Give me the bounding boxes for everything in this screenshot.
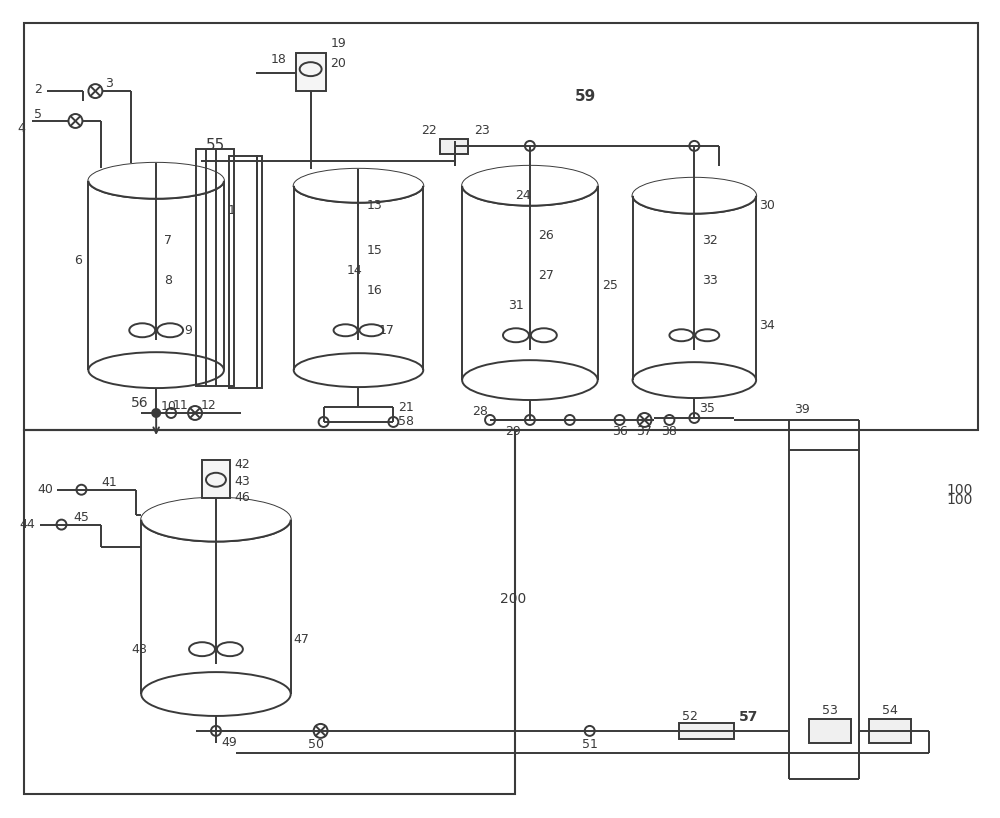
Text: 33: 33 <box>702 274 718 287</box>
Text: 3: 3 <box>105 77 113 90</box>
Bar <box>809 719 851 743</box>
Text: 2: 2 <box>34 83 42 96</box>
Bar <box>24 430 515 793</box>
Text: 22: 22 <box>421 124 437 137</box>
Text: 43: 43 <box>234 475 250 488</box>
Bar <box>24 24 978 430</box>
Text: 20: 20 <box>331 56 346 70</box>
Ellipse shape <box>141 497 291 542</box>
Text: 45: 45 <box>73 511 89 524</box>
Text: 5: 5 <box>34 107 42 120</box>
Bar <box>869 719 911 743</box>
Text: 100: 100 <box>946 483 973 497</box>
Text: 46: 46 <box>234 491 250 504</box>
Text: 41: 41 <box>101 476 117 489</box>
Text: 51: 51 <box>582 739 598 752</box>
Text: 17: 17 <box>378 324 394 337</box>
Text: 7: 7 <box>164 234 172 247</box>
Circle shape <box>388 417 398 427</box>
Text: 47: 47 <box>294 632 310 645</box>
Bar <box>679 723 734 739</box>
Text: 37: 37 <box>637 425 652 438</box>
Text: 34: 34 <box>759 319 775 332</box>
Ellipse shape <box>294 169 423 203</box>
Text: 56: 56 <box>131 396 149 410</box>
Text: 50: 50 <box>308 739 324 752</box>
Text: 25: 25 <box>602 279 618 292</box>
Text: 23: 23 <box>474 124 490 137</box>
Text: 35: 35 <box>699 402 715 415</box>
Circle shape <box>188 406 202 420</box>
Circle shape <box>485 415 495 425</box>
Text: 32: 32 <box>702 234 718 247</box>
Circle shape <box>565 415 575 425</box>
Text: 27: 27 <box>538 269 554 282</box>
Text: 31: 31 <box>508 299 524 312</box>
Text: 26: 26 <box>538 229 554 242</box>
Text: 40: 40 <box>38 483 54 497</box>
Text: 6: 6 <box>74 254 82 267</box>
Text: 18: 18 <box>271 52 287 65</box>
Text: 9: 9 <box>184 324 192 337</box>
Text: 38: 38 <box>661 425 677 438</box>
Bar <box>229 156 257 388</box>
Circle shape <box>166 408 176 418</box>
Text: 59: 59 <box>575 88 596 104</box>
Text: 30: 30 <box>759 200 775 212</box>
Text: 53: 53 <box>822 704 838 717</box>
Text: 57: 57 <box>739 710 759 724</box>
Text: 15: 15 <box>366 244 382 257</box>
Circle shape <box>68 114 82 128</box>
Bar <box>257 156 262 388</box>
Bar <box>202 460 230 497</box>
Circle shape <box>76 485 86 495</box>
Ellipse shape <box>462 166 598 205</box>
Text: 19: 19 <box>331 37 346 50</box>
Text: 48: 48 <box>131 643 147 656</box>
Bar <box>296 53 326 91</box>
Text: 39: 39 <box>794 403 810 416</box>
Ellipse shape <box>633 178 756 213</box>
Text: 55: 55 <box>206 138 225 154</box>
Circle shape <box>585 726 595 736</box>
Text: 42: 42 <box>234 458 250 471</box>
Circle shape <box>211 726 221 736</box>
Text: 49: 49 <box>221 736 237 749</box>
Text: 52: 52 <box>682 711 698 723</box>
Circle shape <box>525 141 535 151</box>
Text: 24: 24 <box>515 189 531 202</box>
Text: 14: 14 <box>347 264 362 277</box>
Circle shape <box>525 415 535 425</box>
Text: 12: 12 <box>201 398 217 411</box>
Text: 100: 100 <box>946 492 973 506</box>
Text: 28: 28 <box>472 406 488 419</box>
Text: 44: 44 <box>20 518 36 531</box>
Text: 29: 29 <box>505 425 521 438</box>
Circle shape <box>664 415 674 425</box>
Circle shape <box>152 409 160 417</box>
Text: 8: 8 <box>164 274 172 287</box>
Circle shape <box>314 724 328 738</box>
Text: 200: 200 <box>500 592 526 606</box>
Text: 54: 54 <box>882 704 898 717</box>
Text: 21: 21 <box>398 401 414 414</box>
Bar <box>196 149 234 386</box>
Circle shape <box>615 415 625 425</box>
Circle shape <box>638 413 651 427</box>
Circle shape <box>88 84 102 98</box>
Text: 16: 16 <box>366 284 382 297</box>
Circle shape <box>689 413 699 423</box>
Text: 10: 10 <box>161 399 177 412</box>
Circle shape <box>319 417 329 427</box>
Text: 4: 4 <box>18 123 26 136</box>
Text: 13: 13 <box>366 200 382 212</box>
Text: 36: 36 <box>612 425 627 438</box>
Circle shape <box>57 519 66 529</box>
Circle shape <box>689 141 699 151</box>
Bar <box>440 139 468 154</box>
Ellipse shape <box>88 163 224 199</box>
Text: 11: 11 <box>173 398 189 411</box>
Text: 1: 1 <box>228 204 236 217</box>
Text: 58: 58 <box>398 416 414 429</box>
